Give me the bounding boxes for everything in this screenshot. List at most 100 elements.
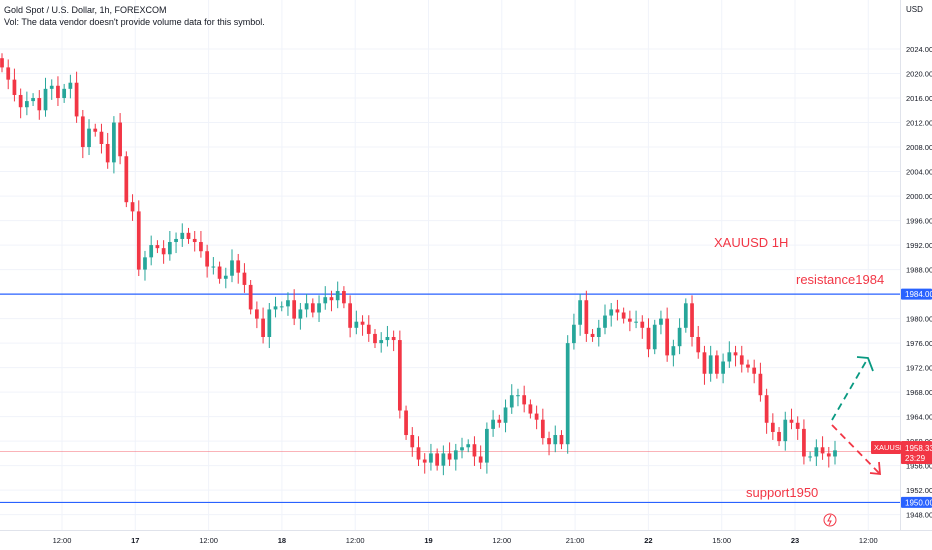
lightning-icon[interactable] — [823, 513, 837, 527]
candle — [671, 339, 676, 367]
candle — [578, 293, 582, 336]
candle — [814, 439, 819, 466]
price-tick-label: 1952.00 — [906, 486, 932, 495]
candle — [752, 359, 757, 384]
candle-body — [503, 407, 508, 423]
candle — [764, 388, 769, 434]
candle-body — [143, 257, 147, 270]
time-tick-label: 12:00 — [199, 536, 218, 545]
candle — [236, 253, 241, 284]
forecast-down-arrow[interactable] — [831, 424, 881, 476]
candle-body — [478, 456, 483, 463]
candle — [323, 286, 328, 310]
candle-body — [708, 355, 713, 374]
candle-body — [223, 275, 228, 279]
candle-body — [286, 300, 290, 307]
candle — [31, 93, 35, 106]
candle — [609, 302, 614, 327]
candle-body — [161, 248, 166, 255]
candle — [49, 79, 54, 100]
candle — [677, 318, 682, 355]
candle — [37, 90, 42, 120]
candle-body — [690, 303, 694, 337]
candle-body — [136, 211, 141, 270]
candle — [820, 436, 825, 460]
candle — [130, 194, 135, 221]
candle-body — [485, 428, 489, 463]
candle — [702, 345, 707, 385]
candle-body — [273, 306, 278, 310]
price-tick-label: 1972.00 — [906, 364, 932, 373]
time-scale-labels: 12:00 17 12:00 18 12:00 19 12:00 21:00 22 15:00 23… — [53, 536, 878, 545]
candle-body — [404, 410, 408, 436]
candle — [783, 411, 788, 451]
candle-body — [366, 324, 371, 334]
candle — [696, 325, 701, 359]
candle-body — [516, 395, 520, 397]
time-tick-label: 12:00 — [346, 536, 365, 545]
support-price-tag-text: 1950.00 — [905, 498, 932, 507]
candle — [665, 307, 670, 362]
candle — [298, 302, 303, 330]
candle — [559, 430, 564, 450]
candle-body — [149, 245, 154, 258]
support-price-tag: 1950.00 — [901, 496, 932, 508]
candle — [93, 123, 98, 137]
candle-body — [323, 297, 328, 304]
candle — [565, 335, 570, 454]
candle — [404, 405, 408, 440]
candle-body — [255, 309, 259, 319]
candle — [248, 280, 253, 315]
candle — [485, 422, 489, 474]
price-tick-label: 1980.00 — [906, 315, 932, 324]
candle — [373, 329, 377, 349]
time-tick-label: 15:00 — [712, 536, 731, 545]
price-tick-label: 1988.00 — [906, 266, 932, 275]
candle-body — [416, 447, 421, 460]
candle — [621, 307, 626, 324]
candle — [149, 235, 154, 266]
candle-body — [112, 122, 116, 163]
candle-body — [596, 327, 601, 337]
candle-body — [447, 453, 452, 460]
candle — [466, 439, 471, 453]
forecast-up-arrow[interactable] — [831, 356, 874, 421]
volume-note-line: Vol: The data vendor doesn't provide vol… — [4, 17, 265, 27]
candle — [80, 109, 85, 159]
candle — [652, 319, 657, 355]
candle — [329, 290, 334, 312]
price-tick-label: 2012.00 — [906, 119, 932, 128]
candle-body — [18, 94, 23, 108]
candle — [429, 443, 433, 471]
candle-body — [652, 324, 657, 350]
candle-body — [453, 450, 458, 460]
candle-body — [348, 303, 352, 328]
candle-body — [441, 453, 446, 466]
price-tick-label: 2008.00 — [906, 143, 932, 152]
candle-body — [702, 352, 707, 374]
candle-body — [603, 315, 607, 328]
candle — [795, 416, 800, 440]
candle-body — [373, 333, 377, 344]
candle-body — [167, 242, 172, 255]
candle-body — [360, 321, 365, 325]
candle — [118, 113, 122, 165]
candle — [261, 307, 265, 344]
candle-body — [795, 422, 800, 429]
candle-body — [329, 297, 334, 301]
candle — [348, 295, 352, 338]
candle — [56, 76, 60, 106]
candle — [422, 453, 427, 474]
candle — [68, 74, 73, 99]
candle — [453, 443, 458, 471]
candle — [167, 230, 172, 261]
candle-body — [820, 447, 825, 454]
candle — [435, 448, 440, 471]
candle-body — [429, 453, 433, 463]
candle — [646, 318, 651, 358]
candle — [708, 345, 713, 382]
candle-body — [733, 352, 738, 356]
candle-body — [236, 260, 241, 273]
